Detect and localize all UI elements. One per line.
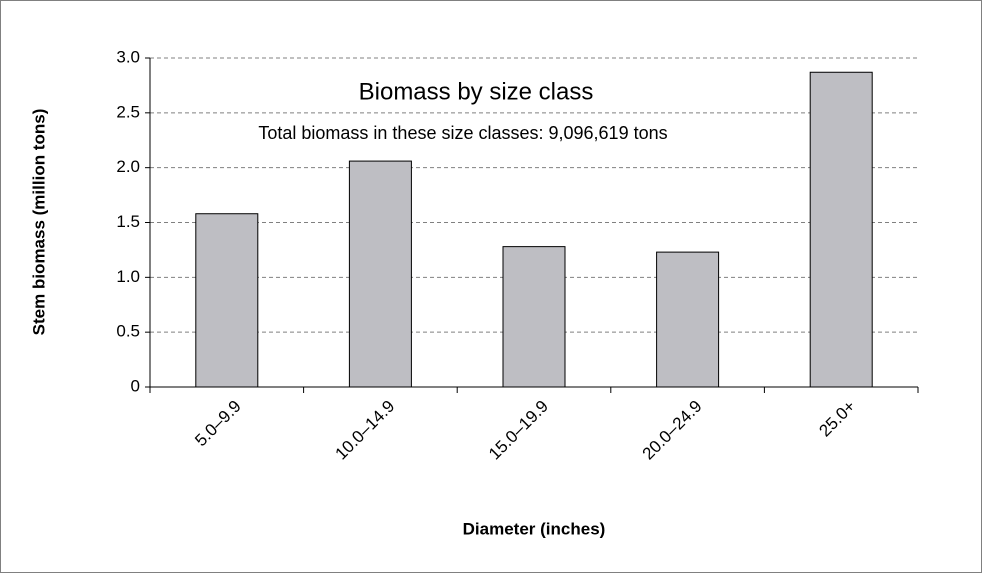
bar	[195, 213, 259, 388]
bar	[809, 71, 873, 388]
bar	[656, 251, 720, 388]
y-tick-label: 1.5	[116, 212, 140, 231]
bar	[348, 160, 412, 388]
y-tick-label: 2.5	[116, 102, 140, 121]
y-tick-label: 0.5	[116, 322, 140, 341]
y-tick-label: 1.0	[116, 267, 140, 286]
y-tick-label: 2.0	[116, 157, 140, 176]
y-tick-label: 3.0	[116, 47, 140, 66]
chart-subtitle: Total biomass in these size classes: 9,0…	[258, 123, 667, 143]
bar	[502, 246, 566, 388]
y-tick-label: 0	[131, 376, 140, 395]
x-axis-label: Diameter (inches)	[463, 519, 606, 538]
y-axis-label: Stem biomass (million tons)	[29, 109, 48, 336]
chart-title: Biomass by size class	[359, 78, 594, 105]
